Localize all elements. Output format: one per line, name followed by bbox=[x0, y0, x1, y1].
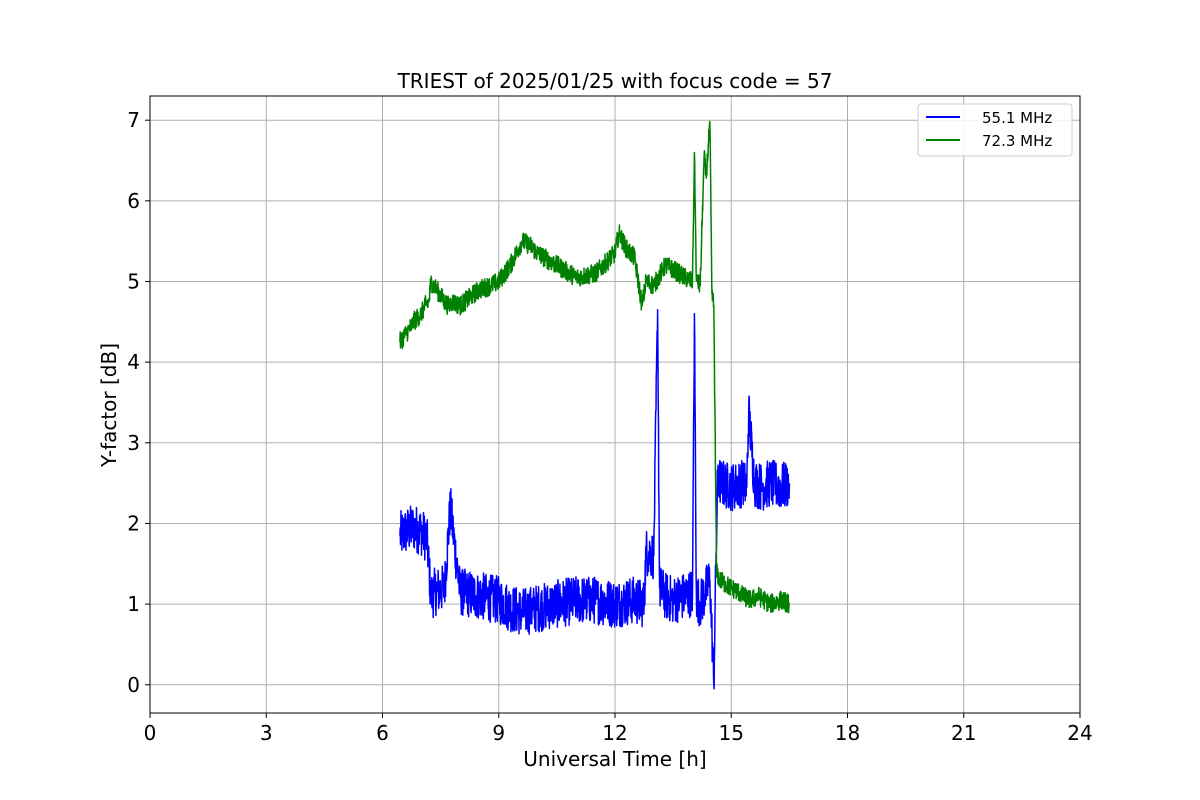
y-tick-label: 1 bbox=[127, 592, 140, 616]
x-tick-label: 3 bbox=[260, 721, 273, 745]
y-axis-label: Y-factor [dB] bbox=[97, 343, 121, 468]
legend-label-55mhz: 55.1 MHz bbox=[982, 109, 1052, 127]
x-tick-label: 9 bbox=[492, 721, 505, 745]
chart-title: TRIEST of 2025/01/25 with focus code = 5… bbox=[397, 69, 833, 93]
series-layer bbox=[399, 120, 791, 690]
y-tick-label: 0 bbox=[127, 673, 140, 697]
x-tick-label: 24 bbox=[1067, 721, 1092, 745]
y-tick-label: 3 bbox=[127, 431, 140, 455]
x-tick-label: 12 bbox=[602, 721, 627, 745]
x-tick-label: 6 bbox=[376, 721, 389, 745]
series-line-0 bbox=[399, 308, 791, 690]
series-line-1 bbox=[399, 120, 791, 614]
y-tick-label: 6 bbox=[127, 189, 140, 213]
y-tick-label: 2 bbox=[127, 511, 140, 535]
y-tick-label: 5 bbox=[127, 270, 140, 294]
x-tick-label: 18 bbox=[835, 721, 860, 745]
y-tick-label: 4 bbox=[127, 350, 140, 374]
x-tick-label: 15 bbox=[719, 721, 744, 745]
legend: 55.1 MHz 72.3 MHz bbox=[917, 103, 1073, 157]
x-tick-label: 21 bbox=[951, 721, 976, 745]
legend-label-72mhz: 72.3 MHz bbox=[982, 132, 1052, 150]
x-tick-label: 0 bbox=[144, 721, 157, 745]
y-tick-label: 7 bbox=[127, 108, 140, 132]
x-axis-label: Universal Time [h] bbox=[523, 747, 706, 771]
